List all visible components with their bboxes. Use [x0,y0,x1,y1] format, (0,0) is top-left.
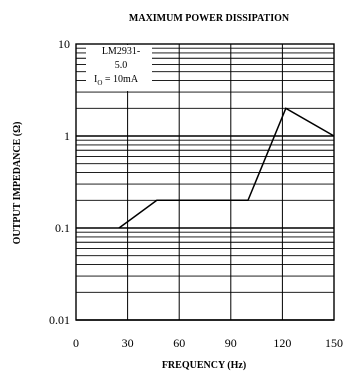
y-tick-label-3: 0.01 [49,313,70,327]
y-tick-label-0: 10 [58,37,70,51]
x-tick-label-2: 60 [173,336,185,350]
io-value: = 10mA [102,74,138,85]
x-tick-label-0: 0 [73,336,79,350]
chart-title: MAXIMUM POWER DISSIPATION [129,13,290,24]
x-axis-label: FREQUENCY (Hz) [162,360,246,371]
y-tick-label-2: 0.1 [55,221,70,235]
x-tick-label-5: 150 [325,336,343,350]
annotation-box: LM2931- 5.0 IO = 10mA [86,45,152,91]
annotation-line-1: LM2931- [102,46,140,57]
y-tick-labels: 10 1 0.1 0.01 [49,37,70,327]
x-tick-label-1: 30 [122,336,134,350]
annotation-background [86,45,152,91]
io-symbol: I [94,74,97,85]
plot-frame [75,43,335,321]
x-tick-label-4: 120 [273,336,291,350]
annotation-io: IO = 10mA [94,74,139,87]
x-tick-labels: 0 30 60 90 120 150 [73,336,343,350]
series-line-0 [118,107,335,229]
plot-border [75,43,335,321]
annotation-line-2: 5.0 [115,60,128,71]
y-axis-label: OUTPUT IMPEDANCE (Ω) [12,122,23,245]
series-layer [118,107,335,229]
io-subscript: O [97,79,102,87]
x-tick-label-3: 90 [225,336,237,350]
y-tick-label-1: 1 [64,129,70,143]
